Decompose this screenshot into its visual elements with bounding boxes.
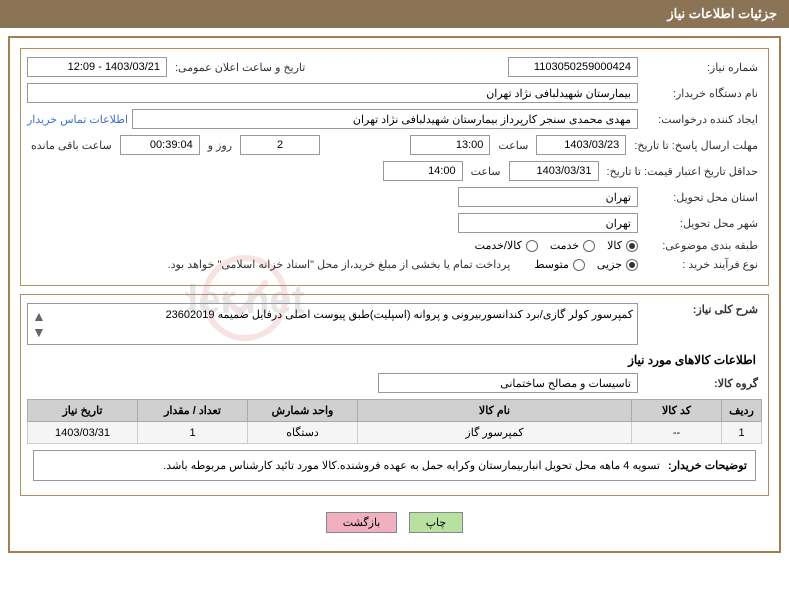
process-radios: جزیی متوسط bbox=[534, 258, 638, 271]
items-title: اطلاعات کالاهای مورد نیاز bbox=[33, 353, 756, 367]
buyer-label: نام دستگاه خریدار: bbox=[642, 87, 762, 100]
validity-date: 1403/03/31 bbox=[509, 161, 599, 181]
city-field: تهران bbox=[458, 213, 638, 233]
desc-section: شرح کلی نیاز: کمپرسور کولر گازی/برد کندا… bbox=[20, 294, 769, 496]
radio-goods[interactable] bbox=[626, 240, 638, 252]
announce-field: 1403/03/21 - 12:09 bbox=[27, 57, 167, 77]
buyer-note-text: تسویه 4 ماهه محل تحویل انباربیمارستان وک… bbox=[163, 459, 660, 472]
overall-text: کمپرسور کولر گازی/برد کندانسوربیرونی و پ… bbox=[166, 308, 633, 321]
items-table: ردیف کد کالا نام کالا واحد شمارش تعداد /… bbox=[27, 399, 762, 444]
group-label: گروه کالا: bbox=[642, 377, 762, 390]
info-section: شماره نیاز: 1103050259000424 تاریخ و ساع… bbox=[20, 48, 769, 286]
time-label-2: ساعت bbox=[467, 165, 505, 178]
panel-title: جزئیات اطلاعات نیاز bbox=[667, 6, 777, 21]
cell-unit: دستگاه bbox=[248, 422, 358, 444]
category-label: طبقه بندی موضوعی: bbox=[642, 239, 762, 252]
th-name: نام کالا bbox=[358, 400, 632, 422]
cat3-label: کالا/خدمت bbox=[475, 239, 522, 252]
buyer-field: بیمارستان شهیدلبافی نژاد تهران bbox=[27, 83, 638, 103]
radio-service[interactable] bbox=[583, 240, 595, 252]
cat2-label: خدمت bbox=[550, 239, 579, 252]
th-row: ردیف bbox=[722, 400, 762, 422]
announce-label: تاریخ و ساعت اعلان عمومی: bbox=[171, 61, 309, 74]
req-no-label: شماره نیاز: bbox=[642, 61, 762, 74]
province-field: تهران bbox=[458, 187, 638, 207]
cell-date: 1403/03/31 bbox=[28, 422, 138, 444]
requester-label: ایجاد کننده درخواست: bbox=[642, 113, 762, 126]
cell-code: -- bbox=[632, 422, 722, 444]
remaining-label: ساعت باقی مانده bbox=[27, 139, 116, 152]
countdown: 00:39:04 bbox=[120, 135, 200, 155]
cat1-label: کالا bbox=[607, 239, 622, 252]
days-and: روز و bbox=[204, 139, 236, 152]
city-label: شهر محل تحویل: bbox=[642, 217, 762, 230]
overall-label: شرح کلی نیاز: bbox=[642, 303, 762, 316]
table-row: 1 -- کمپرسور گاز دستگاه 1 1403/03/31 bbox=[28, 422, 762, 444]
process-label: نوع فرآیند خرید : bbox=[642, 258, 762, 271]
cell-num: 1 bbox=[722, 422, 762, 444]
proc2-label: متوسط bbox=[534, 258, 569, 271]
validity-label: حداقل تاریخ اعتبار قیمت: تا تاریخ: bbox=[603, 165, 762, 178]
th-code: کد کالا bbox=[632, 400, 722, 422]
proc1-label: جزیی bbox=[597, 258, 622, 271]
cell-qty: 1 bbox=[138, 422, 248, 444]
time-label-1: ساعت bbox=[494, 139, 532, 152]
cell-name: کمپرسور گاز bbox=[358, 422, 632, 444]
panel-header: جزئیات اطلاعات نیاز bbox=[0, 0, 789, 28]
req-no-field: 1103050259000424 bbox=[508, 57, 638, 77]
back-button[interactable]: بازگشت bbox=[326, 512, 398, 533]
validity-time: 14:00 bbox=[383, 161, 463, 181]
th-unit: واحد شمارش bbox=[248, 400, 358, 422]
buyer-note-label: توضیحات خریدار: bbox=[668, 459, 747, 472]
group-field: تاسیسات و مصالح ساختمانی bbox=[378, 373, 638, 393]
contact-link[interactable]: اطلاعات تماس خریدار bbox=[27, 113, 128, 126]
th-qty: تعداد / مقدار bbox=[138, 400, 248, 422]
radio-minor[interactable] bbox=[626, 259, 638, 271]
category-radios: کالا خدمت کالا/خدمت bbox=[475, 239, 638, 252]
button-row: چاپ بازگشت bbox=[20, 504, 769, 541]
process-note: پرداخت تمام یا بخشی از مبلغ خرید،از محل … bbox=[168, 258, 511, 271]
resize-icon[interactable]: ▲▼ bbox=[32, 308, 46, 340]
requester-field: مهدی محمدی سنجر کارپرداز بیمارستان شهیدل… bbox=[132, 109, 638, 129]
radio-both[interactable] bbox=[526, 240, 538, 252]
deadline-label: مهلت ارسال پاسخ: تا تاریخ: bbox=[630, 139, 762, 152]
main-panel: AriaTender.net شماره نیاز: 1103050259000… bbox=[8, 36, 781, 553]
radio-medium[interactable] bbox=[573, 259, 585, 271]
province-label: استان محل تحویل: bbox=[642, 191, 762, 204]
buyer-note-box: توضیحات خریدار: تسویه 4 ماهه محل تحویل ا… bbox=[33, 450, 756, 481]
th-date: تاریخ نیاز bbox=[28, 400, 138, 422]
deadline-date: 1403/03/23 bbox=[536, 135, 626, 155]
print-button[interactable]: چاپ bbox=[409, 512, 464, 533]
overall-textarea[interactable]: کمپرسور کولر گازی/برد کندانسوربیرونی و پ… bbox=[27, 303, 638, 345]
deadline-time: 13:00 bbox=[410, 135, 490, 155]
days-count: 2 bbox=[240, 135, 320, 155]
